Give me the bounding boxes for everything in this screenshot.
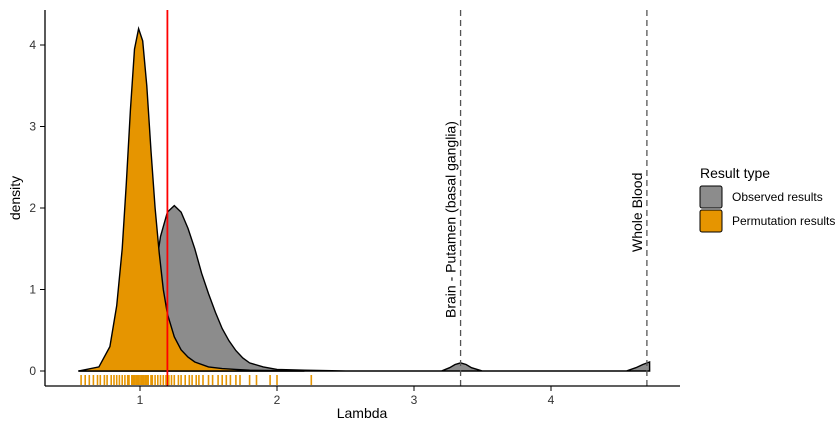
x-tick-label: 2 xyxy=(274,393,281,407)
x-ticks: 1 2 3 4 xyxy=(137,386,555,407)
legend-label: Observed results xyxy=(732,190,823,204)
density-area-observed xyxy=(78,204,651,372)
reference-line-label: Whole Blood xyxy=(629,173,645,252)
legend-label: Permutation results xyxy=(732,214,835,228)
x-tick-label: 4 xyxy=(548,393,555,407)
legend: Result type Observed results Permutation … xyxy=(699,165,835,233)
legend-swatch xyxy=(699,209,723,233)
y-tick-label: 4 xyxy=(29,38,36,52)
y-axis-label: density xyxy=(7,176,23,220)
y-tick-label: 3 xyxy=(29,120,36,134)
legend-title: Result type xyxy=(700,165,770,181)
x-tick-label: 1 xyxy=(137,393,144,407)
legend-entries: Observed results Permutation results xyxy=(699,185,835,233)
density-area-permutation xyxy=(78,25,305,372)
y-tick-label: 0 xyxy=(29,364,36,378)
legend-swatch xyxy=(699,185,723,209)
y-tick-label: 1 xyxy=(29,283,36,297)
axes: 1 2 3 4 0 1 2 3 4 Lambda density xyxy=(7,10,680,421)
plot-area: Brain - Putamen (basal ganglia) Whole Blo… xyxy=(78,10,651,386)
y-tick-label: 2 xyxy=(29,201,36,215)
x-tick-label: 3 xyxy=(411,393,418,407)
y-ticks: 0 1 2 3 4 xyxy=(29,38,45,378)
reference-line-label: Brain - Putamen (basal ganglia) xyxy=(443,121,459,318)
x-axis-label: Lambda xyxy=(337,405,388,421)
